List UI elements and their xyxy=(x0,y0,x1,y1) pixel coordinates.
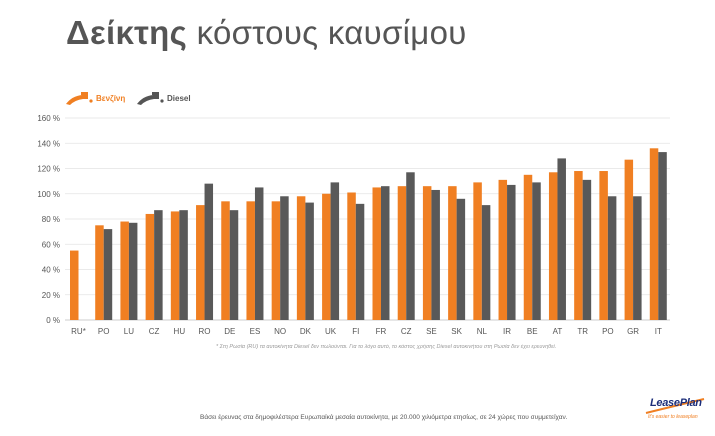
bar-diesel xyxy=(204,183,214,320)
x-tick-label: TR xyxy=(577,327,588,336)
legend-petrol-label: Βενζίνη xyxy=(96,93,126,103)
bar-diesel xyxy=(658,152,667,320)
bar-diesel xyxy=(557,158,566,320)
y-tick-label: 20 % xyxy=(42,291,60,300)
bar-diesel xyxy=(607,196,617,320)
bar-petrol xyxy=(574,171,583,320)
y-tick-label: 0 % xyxy=(46,316,60,325)
logo-tagline: It's easier to leaseplan xyxy=(648,414,698,420)
bar-petrol xyxy=(372,187,381,320)
bar-diesel xyxy=(128,222,138,320)
bar-diesel xyxy=(330,182,340,320)
x-tick-label: LU xyxy=(124,327,134,336)
x-tick-label: RU* xyxy=(71,327,86,336)
fuel-cost-bar-chart: 0 % 20 % 40 % 60 % 80 % 100 % 120 % 140 % 160 % R… xyxy=(37,114,670,336)
x-tick-label: PO xyxy=(602,327,614,336)
y-tick-label: 140 % xyxy=(37,139,60,148)
bar-diesel xyxy=(481,205,491,320)
bar-diesel xyxy=(305,202,314,320)
bar-petrol xyxy=(624,159,634,320)
y-tick-label: 120 % xyxy=(37,165,60,174)
x-tick-label: PO xyxy=(98,327,110,336)
title-rest: κόστους καυσίμου xyxy=(196,14,467,51)
bar-petrol xyxy=(347,192,356,320)
bar-petrol xyxy=(170,211,180,320)
bar-petrol xyxy=(145,213,155,320)
y-tick-label: 60 % xyxy=(42,240,60,249)
bar-diesel xyxy=(633,196,642,320)
x-tick-label: IR xyxy=(503,327,511,336)
x-tick-label: SK xyxy=(451,327,462,336)
bar-petrol xyxy=(271,201,281,320)
bar-petrol xyxy=(397,186,407,320)
bar-diesel xyxy=(431,189,440,320)
bar-petrol xyxy=(473,182,482,320)
logo-swoosh-icon xyxy=(645,398,705,414)
bar-diesel xyxy=(280,196,289,320)
x-tick-label: CZ xyxy=(149,327,160,336)
bar-petrol xyxy=(448,186,457,320)
bar-petrol xyxy=(599,171,608,320)
x-tick-label: DE xyxy=(224,327,235,336)
x-tick-label: UK xyxy=(325,327,337,336)
petrol-pump-nozzle-icon xyxy=(66,92,93,105)
legend-petrol: Βενζίνη xyxy=(64,88,125,108)
x-tick-label: AT xyxy=(553,327,563,336)
bar-petrol xyxy=(70,250,79,320)
bar-petrol xyxy=(246,201,255,320)
bar-diesel xyxy=(582,179,592,320)
x-tick-label: GR xyxy=(627,327,639,336)
bar-diesel xyxy=(254,187,264,320)
footnote: * Στη Ρωσία (RU) τα αυτοκίνητα Diesel δε… xyxy=(216,344,557,350)
x-tick-label: IT xyxy=(655,327,662,336)
diesel-pump-nozzle-icon xyxy=(137,92,164,105)
bar-petrol xyxy=(498,179,508,320)
source-note: Βάσει έρευνας στα δημοφιλέστερα Ευρωπαϊκ… xyxy=(200,414,568,421)
x-tick-label: HU xyxy=(174,327,186,336)
x-tick-label: NO xyxy=(274,327,286,336)
bar-diesel xyxy=(507,184,516,320)
y-tick-label: 40 % xyxy=(42,266,60,275)
bar-petrol xyxy=(95,225,104,320)
bar-petrol xyxy=(649,148,659,320)
logo-brand: LeasePlan xyxy=(650,397,702,409)
bar-diesel xyxy=(179,210,188,320)
leaseplan-logo: LeasePlan It's easier to leaseplan xyxy=(640,393,710,427)
legend-diesel: Diesel xyxy=(135,88,191,108)
x-tick-label: SE xyxy=(426,327,437,336)
title-bold: Δείκτης xyxy=(66,14,188,51)
bar-petrol xyxy=(120,221,129,320)
bar-diesel xyxy=(154,210,163,320)
y-tick-label: 80 % xyxy=(42,215,60,224)
bar-diesel xyxy=(355,203,365,320)
bar-diesel xyxy=(103,229,113,320)
bar-petrol xyxy=(221,201,230,320)
x-tick-label: CZ xyxy=(401,327,412,336)
bar-petrol xyxy=(196,205,205,320)
x-tick-label: NL xyxy=(477,327,488,336)
bar-petrol xyxy=(322,193,331,320)
x-tick-label: DK xyxy=(300,327,312,336)
bar-petrol xyxy=(422,186,432,320)
x-tick-label: FR xyxy=(376,327,387,336)
bar-diesel xyxy=(406,172,415,320)
y-tick-label: 100 % xyxy=(37,190,60,199)
legend-diesel-label: Diesel xyxy=(167,93,191,103)
bar-diesel xyxy=(532,182,541,320)
bar-diesel xyxy=(229,210,239,320)
x-tick-label: FI xyxy=(352,327,359,336)
x-tick-label: ES xyxy=(250,327,261,336)
x-tick-label: BE xyxy=(527,327,538,336)
bar-petrol xyxy=(523,174,533,320)
bar-diesel xyxy=(456,198,466,320)
x-tick-label: RO xyxy=(199,327,211,336)
y-tick-label: 160 % xyxy=(37,114,60,123)
bar-diesel xyxy=(381,186,390,320)
bar-petrol xyxy=(548,172,558,320)
page-title: Δείκτης κόστους καυσίμου xyxy=(66,14,467,52)
bar-petrol xyxy=(296,196,306,320)
